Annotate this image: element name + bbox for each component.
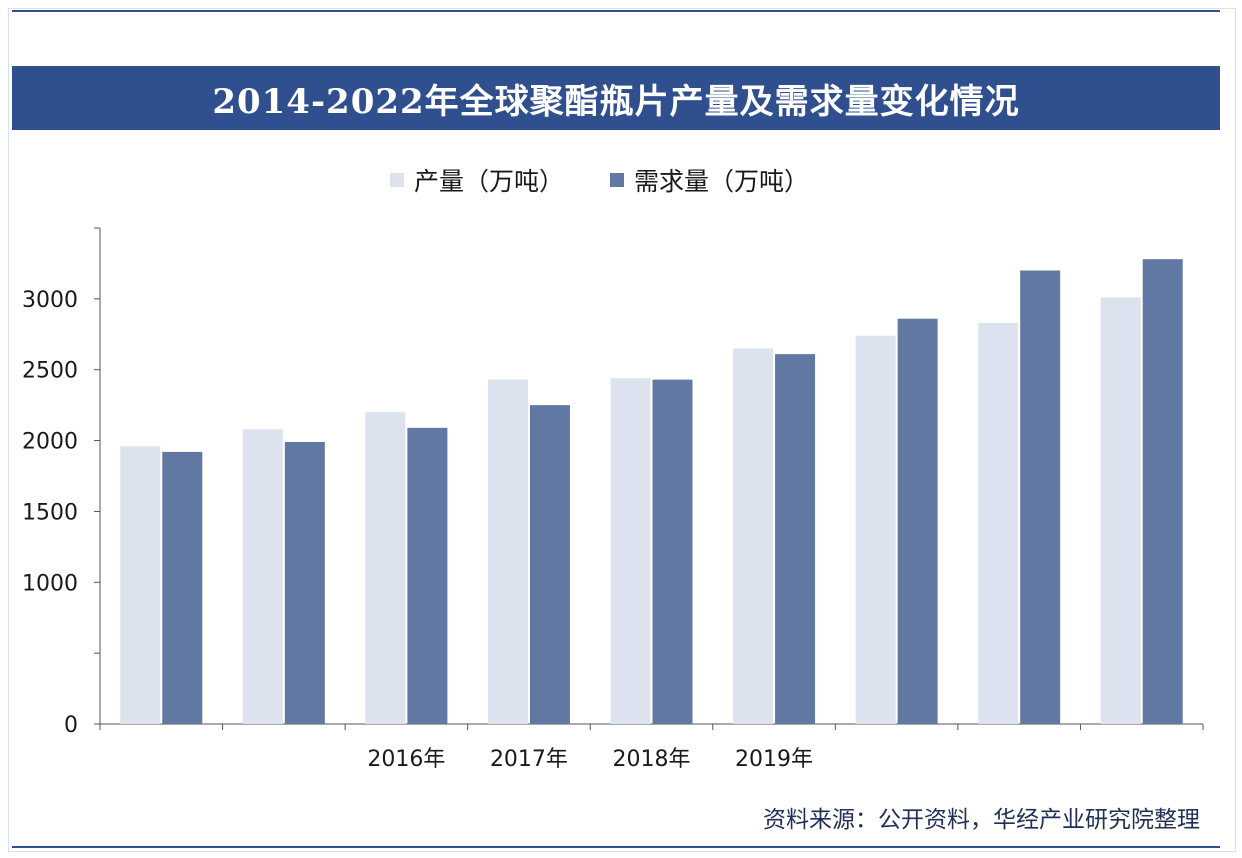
legend-label-production: 产量（万吨） [414, 167, 565, 196]
y-tick-label: 2500 [22, 359, 78, 384]
legend-item-production: 产量（万吨） [390, 162, 564, 198]
top-border-strip [12, 10, 1220, 12]
bar-demand [652, 379, 693, 724]
bar-demand [1142, 259, 1183, 724]
y-tick-label: 1000 [22, 571, 78, 596]
chart-title: 2014-2022年全球聚酯瓶片产量及需求量变化情况 [212, 81, 1020, 122]
legend-swatch-production [390, 173, 404, 187]
bar-production [1100, 297, 1141, 724]
y-tick-label: 0 [64, 713, 78, 738]
bar-demand [529, 405, 570, 724]
bar-production [120, 446, 161, 724]
title-banner: 2014-2022年全球聚酯瓶片产量及需求量变化情况 [12, 66, 1220, 130]
y-tick-label: 3000 [22, 288, 78, 313]
bar-production [610, 378, 651, 724]
bar-demand [897, 318, 938, 724]
x-tick-label: 2019年 [735, 747, 813, 772]
y-tick-label: 2000 [22, 430, 78, 455]
bar-production [487, 379, 528, 724]
x-tick-label: 2017年 [490, 747, 568, 772]
bar-demand [1020, 270, 1061, 724]
bar-production [855, 335, 896, 724]
legend-swatch-demand [610, 173, 625, 187]
bar-production [978, 322, 1019, 724]
bottom-border-strip [12, 846, 1220, 848]
bar-demand [775, 354, 816, 724]
bar-demand [162, 451, 203, 724]
bar-demand [284, 441, 325, 724]
bar-production [242, 429, 283, 724]
bar-production [365, 412, 406, 724]
legend-item-demand: 需求量（万吨） [610, 162, 809, 198]
x-tick-label: 2018年 [613, 747, 691, 772]
legend-label-demand: 需求量（万吨） [634, 167, 810, 196]
chart-legend: 产量（万吨） 需求量（万吨） [390, 160, 809, 200]
bar-production [733, 348, 774, 724]
bar-demand [407, 427, 448, 724]
y-tick-label: 1500 [22, 500, 78, 525]
x-tick-label: 2016年 [367, 747, 445, 772]
source-note: 资料来源：公开资料，华经产业研究院整理 [763, 807, 1200, 833]
